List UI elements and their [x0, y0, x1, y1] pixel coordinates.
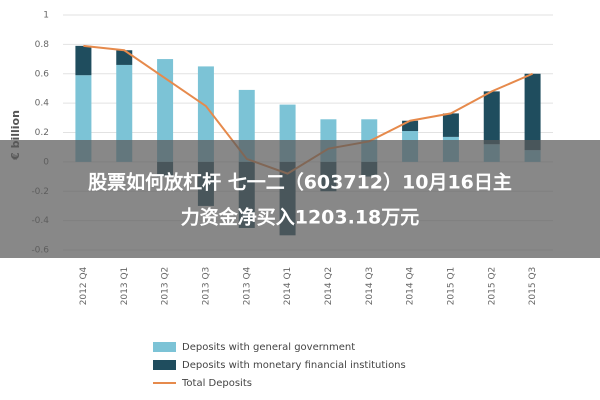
bar	[116, 64, 133, 162]
y-tick-label: 0.4	[35, 99, 50, 109]
legend-label: Deposits with monetary financial institu…	[182, 360, 406, 371]
legend-swatch	[153, 342, 176, 352]
banner-background	[0, 140, 600, 258]
bar	[157, 59, 174, 162]
banner-text: 力资金净买入1203.18万元	[181, 206, 420, 229]
bar	[402, 120, 419, 132]
x-tick-label: 2015 Q2	[487, 267, 497, 306]
legend-label: Total Deposits	[181, 378, 252, 389]
bar	[442, 113, 459, 137]
bar	[197, 66, 214, 162]
bar	[116, 50, 133, 65]
x-tick-label: 2012 Q4	[79, 266, 89, 305]
x-tick-label: 2013 Q1	[120, 267, 130, 306]
x-tick-label: 2014 Q2	[324, 267, 334, 306]
x-tick-label: 2015 Q3	[528, 267, 538, 306]
x-tick-label: 2014 Q4	[406, 266, 416, 305]
x-tick-label: 2013 Q4	[242, 266, 252, 305]
y-tick-label: 0.6	[35, 69, 50, 79]
bar	[483, 91, 500, 145]
y-tick-label: 0.8	[35, 40, 50, 50]
legend-swatch	[153, 360, 176, 370]
x-tick-label: 2014 Q1	[283, 267, 293, 306]
x-tick-label: 2013 Q3	[201, 267, 211, 306]
banner-text: 股票如何放杠杆 七一二（603712）10月16日主	[88, 171, 512, 194]
bar	[524, 73, 541, 151]
legend-label: Deposits with general government	[182, 342, 355, 353]
y-tick-label: 0.2	[35, 128, 49, 138]
x-tick-label: 2014 Q3	[365, 267, 375, 306]
bar	[75, 45, 92, 76]
x-tick-label: 2013 Q2	[161, 267, 171, 306]
y-tick-label: 1	[43, 11, 49, 21]
x-tick-label: 2015 Q1	[446, 267, 456, 306]
